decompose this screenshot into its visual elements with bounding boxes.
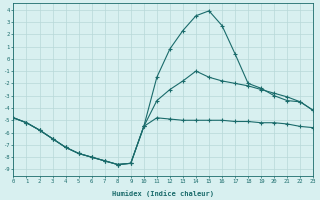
X-axis label: Humidex (Indice chaleur): Humidex (Indice chaleur) <box>112 190 214 197</box>
